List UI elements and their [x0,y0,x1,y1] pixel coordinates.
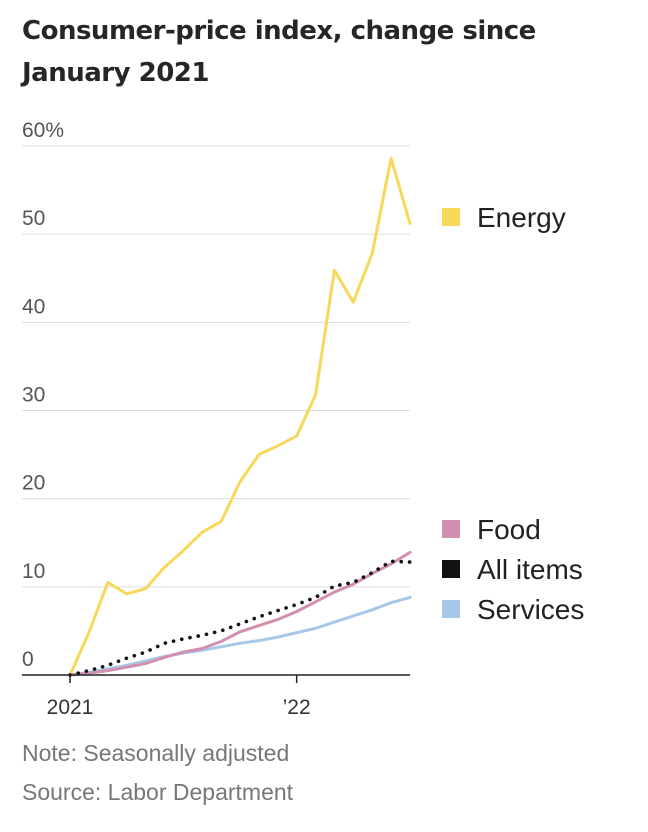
legend-swatch-all-items [442,560,460,578]
y-tick-label-0: 0 [22,648,34,671]
x-axis: 2021 ’22 [22,674,410,719]
series-line-food [68,550,412,677]
legend-label-food: Food [477,514,541,545]
y-tick-label-50: 50 [22,207,45,230]
y-tick-label-10: 10 [22,560,45,583]
chart-title: Consumer-price index, change since Janua… [22,16,536,88]
y-tick-label-20: 20 [22,472,45,495]
x-tick-label-2022-01: ’22 [283,696,311,719]
chart-note: Note: Seasonally adjusted [22,740,290,766]
legend-swatch-food [442,520,460,538]
grid-lines [22,145,410,588]
legend-swatch-services [442,600,460,618]
legend-label-services: Services [477,594,584,625]
legend-label-energy: Energy [477,202,566,233]
legend-label-all-items: All items [477,554,583,585]
x-tick-label-2021-01: 2021 [47,696,94,719]
series-line-services [68,595,412,677]
legend: Energy Food All items Services [442,202,584,625]
y-tick-label-40: 40 [22,295,45,318]
series-lines [68,156,412,677]
legend-swatch-energy [442,208,460,226]
y-tick-label-30: 30 [22,384,45,407]
series-line-energy [68,156,412,677]
y-axis-tick-labels: 0 10 20 30 40 50 60% [22,119,64,671]
chart-source: Source: Labor Department [22,779,294,805]
series-line-all-items [68,559,412,677]
y-tick-label-60: 60% [22,119,64,142]
